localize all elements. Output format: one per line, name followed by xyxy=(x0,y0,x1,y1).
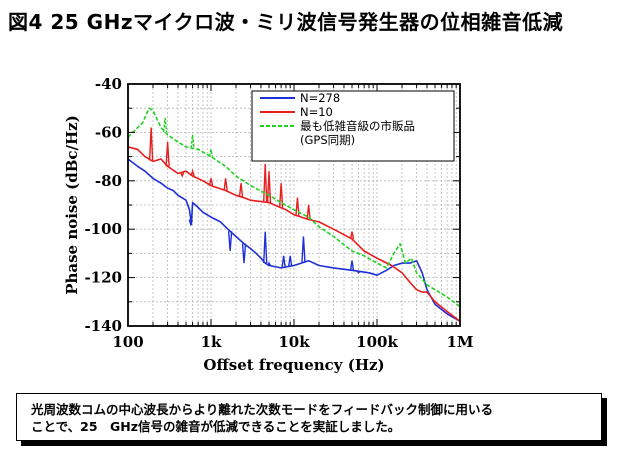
series-1-group xyxy=(128,158,460,322)
legend-entry-1-label: N=278 xyxy=(300,91,340,105)
caption-box: 光周波数コムの中心波長からより離れた次数モードをフィードバック制御に用いる こと… xyxy=(16,393,602,441)
legend-entry-3-label: 最も低雑音級の市販品 xyxy=(300,119,415,133)
x-tick-label: 100 xyxy=(112,333,143,351)
legend-entry-2-label: N=10 xyxy=(300,105,333,119)
series-2-spike xyxy=(148,127,154,161)
y-tick-label: -100 xyxy=(84,220,122,238)
tick-labels: 100 1k 10k 100k 1M -40 -60 -80 -100 -120 -140 xyxy=(84,75,473,351)
x-axis-label: Offset frequency (Hz) xyxy=(203,356,384,374)
series-1-spike xyxy=(188,219,193,227)
series-3-spike xyxy=(162,117,168,133)
y-tick-label: -140 xyxy=(84,317,122,335)
series-2-spike xyxy=(165,142,170,167)
series-2-spike xyxy=(223,178,228,191)
series-2-spike xyxy=(238,183,244,197)
x-tick-label: 1M xyxy=(446,333,473,351)
figure-title: 図4 25 GHzマイクロ波・ミリ波信号発生器の位相雑音低減 xyxy=(8,10,564,34)
series-2-spike xyxy=(266,171,272,203)
series-1-spike xyxy=(241,243,247,264)
series-1-spike xyxy=(266,261,272,266)
series-1-spike xyxy=(263,231,268,264)
series-layer xyxy=(128,107,460,322)
series-2-spike xyxy=(306,204,311,220)
series-2-group xyxy=(128,127,460,322)
series-1-spike xyxy=(301,236,306,263)
series-1-spike xyxy=(349,260,355,271)
caption-line-1: 光周波数コムの中心波長からより離れた次数モードをフィードバック制御に用いる xyxy=(31,402,494,417)
y-tick-label: -80 xyxy=(95,172,122,190)
legend-entry-3-label: (GPS同期) xyxy=(300,133,355,147)
series-1-line xyxy=(128,158,460,322)
x-tick-label: 10k xyxy=(278,333,310,351)
series-2-spike xyxy=(349,231,355,240)
phase-noise-chart: 100 1k 10k 100k 1M -40 -60 -80 -100 -120 -140 Offs… xyxy=(63,75,474,374)
series-3-line xyxy=(128,107,460,308)
series-2-line xyxy=(128,146,460,322)
series-3-group xyxy=(128,107,460,308)
y-tick-label: -120 xyxy=(84,269,122,287)
series-2-spike xyxy=(180,171,185,178)
y-tick-label: -60 xyxy=(95,123,122,141)
series-1-spike xyxy=(281,255,286,268)
caption-line-2: ことで、25 GHz信号の雑音が低減できることを実証しました。 xyxy=(31,419,401,434)
series-1-spike xyxy=(356,270,361,274)
series-3-spike xyxy=(208,149,214,157)
series-2-spike xyxy=(208,178,214,186)
series-2-spike xyxy=(295,197,300,216)
series-2-spike xyxy=(278,183,284,208)
series-1-spike xyxy=(227,231,233,252)
x-tick-label: 100k xyxy=(356,333,398,351)
y-axis-label: Phase noise (dBc/Hz) xyxy=(63,115,81,295)
series-2-spike xyxy=(190,168,195,177)
series-2-spike xyxy=(263,163,268,203)
y-tick-label: -40 xyxy=(95,75,122,93)
series-1-spike xyxy=(288,255,293,267)
x-tick-label: 1k xyxy=(201,333,222,351)
axis-ticks xyxy=(128,84,460,326)
